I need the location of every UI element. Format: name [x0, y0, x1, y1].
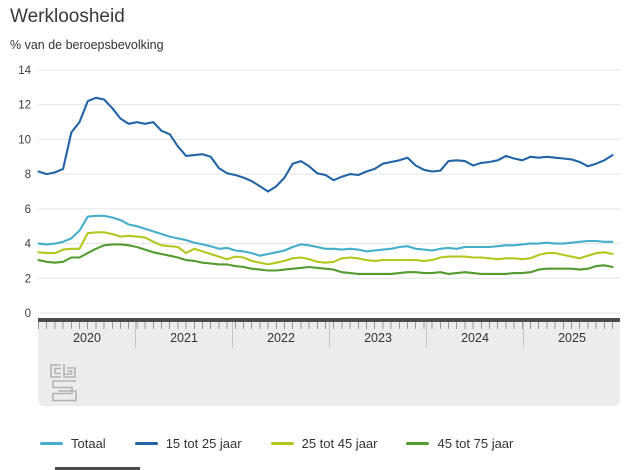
- legend-label: 45 tot 75 jaar: [437, 436, 514, 451]
- legend: Totaal 15 tot 25 jaar 25 tot 45 jaar 45 tot…: [40, 436, 513, 451]
- year-separator: [523, 322, 524, 348]
- year-separator: [135, 322, 136, 348]
- year-label-2021: 2021: [170, 331, 198, 345]
- cbs-logo: [50, 364, 77, 402]
- plot-area[interactable]: 0 2 4 6 8 10 12 14: [0, 60, 627, 318]
- legend-item-25-tot-45-jaar[interactable]: 25 tot 45 jaar: [270, 436, 378, 451]
- navigator-scrollbar[interactable]: [38, 318, 620, 322]
- legend-item-45-tot-75-jaar[interactable]: 45 tot 75 jaar: [406, 436, 513, 451]
- chart-subtitle: % van de beroepsbevolking: [10, 38, 164, 52]
- y-tick-label-14: 14: [18, 65, 31, 77]
- legend-swatch-25-tot-45-jaar: [270, 442, 294, 445]
- series-line-15-tot-25-jaar[interactable]: [37, 96, 614, 193]
- legend-item-totaal[interactable]: Totaal: [40, 436, 106, 451]
- chart-title: Werkloosheid: [10, 6, 125, 27]
- legend-swatch-45-tot-75-jaar: [406, 442, 430, 445]
- legend-label: 25 tot 45 jaar: [301, 436, 378, 451]
- legend-label: Totaal: [71, 436, 106, 451]
- year-separator: [329, 322, 330, 348]
- series-line-25-tot-45-jaar[interactable]: [37, 231, 614, 266]
- legend-swatch-totaal: [40, 442, 63, 445]
- legend-swatch-15-tot-25-jaar: [134, 442, 158, 445]
- partially-visible-element-edge: [55, 467, 140, 470]
- series-line-45-tot-75-jaar[interactable]: [37, 243, 614, 275]
- y-tick-label-2: 2: [25, 273, 31, 285]
- year-label-2022: 2022: [267, 331, 295, 345]
- y-tick-label-6: 6: [25, 204, 31, 216]
- year-label-2025: 2025: [558, 331, 586, 345]
- year-label-2020: 2020: [73, 331, 101, 345]
- y-tick-label-4: 4: [25, 239, 32, 251]
- series-line-totaal[interactable]: [37, 214, 614, 257]
- year-separator: [426, 322, 427, 348]
- year-label-2024: 2024: [461, 331, 489, 345]
- y-tick-label-8: 8: [25, 169, 31, 181]
- y-tick-label-10: 10: [18, 134, 31, 146]
- y-tick-label-12: 12: [18, 100, 31, 112]
- legend-label: 15 tot 25 jaar: [165, 436, 242, 451]
- y-tick-label-0: 0: [25, 308, 31, 318]
- time-axis-navigator[interactable]: 2020 2021 2022 2023 2024 2025: [38, 318, 620, 406]
- year-label-2023: 2023: [364, 331, 392, 345]
- legend-item-15-tot-25-jaar[interactable]: 15 tot 25 jaar: [134, 436, 242, 451]
- year-separator: [232, 322, 233, 348]
